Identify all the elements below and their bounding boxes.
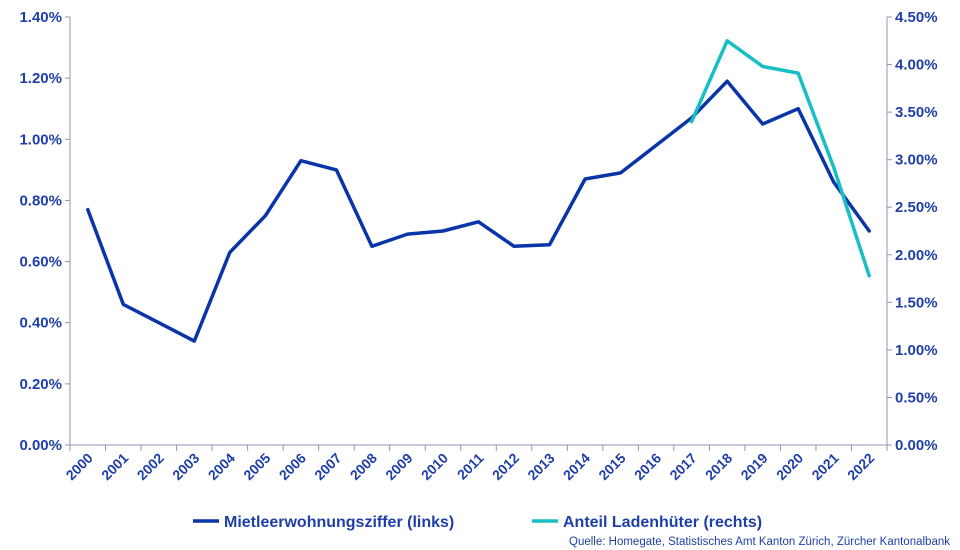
x-tick-label: 2005	[240, 450, 273, 483]
x-tick-label: 2011	[454, 450, 487, 483]
x-tick-label: 2009	[382, 450, 415, 483]
left-tick-label: 0.60%	[19, 254, 62, 271]
right-tick-label: 0.50%	[895, 389, 938, 406]
left-tick-label: 0.00%	[19, 437, 62, 454]
right-tick-label: 4.50%	[895, 9, 938, 26]
x-tick-label: 2010	[418, 450, 451, 483]
right-tick-label: 2.00%	[895, 247, 938, 264]
x-tick-label: 2014	[560, 450, 593, 483]
x-tick-label: 2022	[844, 450, 877, 483]
x-tick-label: 2000	[63, 450, 96, 483]
left-tick-label: 0.20%	[19, 376, 62, 393]
x-tick-label: 2016	[631, 450, 664, 483]
series-line-1	[689, 39, 871, 278]
source-note: Quelle: Homegate, Statistisches Amt Kant…	[569, 536, 950, 548]
left-tick-label: 1.40%	[19, 9, 62, 26]
x-tick-label: 2018	[702, 450, 735, 483]
right-tick-label: 0.00%	[895, 437, 938, 454]
x-axis-ticks: 2000 2001 2002 2003 2004 2005 2006 2007 2008 2009…	[63, 445, 888, 483]
left-tick-label: 1.00%	[19, 131, 62, 148]
x-tick-label: 2007	[311, 450, 344, 483]
x-tick-label: 2006	[276, 450, 309, 483]
x-tick-label: 2013	[524, 450, 557, 483]
x-tick-label: 2020	[773, 450, 806, 483]
legend: Mietleerwohnungsziffer (links) Anteil La…	[193, 514, 762, 531]
x-tick-label: 2002	[134, 450, 167, 483]
right-tick-label: 1.50%	[895, 294, 938, 311]
left-tick-label: 1.20%	[19, 70, 62, 87]
left-tick-label: 0.40%	[19, 315, 62, 332]
legend-item-series-1: Anteil Ladenhüter (rechts)	[532, 514, 762, 531]
series-line-0	[86, 79, 871, 343]
right-tick-label: 3.50%	[895, 104, 938, 121]
x-tick-label: 2004	[205, 450, 238, 483]
x-tick-label: 2017	[666, 450, 699, 483]
left-tick-label: 0.80%	[19, 192, 62, 209]
x-tick-label: 2015	[595, 450, 628, 483]
right-tick-label: 3.00%	[895, 152, 938, 169]
x-tick-label: 2003	[169, 450, 202, 483]
right-tick-label: 1.00%	[895, 342, 938, 359]
left-axis-ticks: 0.00% 0.20% 0.40% 0.60% 0.80% 1.00% 1.20% 1.40%	[19, 9, 70, 454]
right-axis-ticks: 0.00% 0.50% 1.00% 1.50% 2.00% 2.50% 3.00% 3.50%…	[887, 9, 938, 454]
right-tick-label: 4.00%	[895, 57, 938, 74]
series-lines	[86, 39, 871, 343]
legend-label-series-1: Anteil Ladenhüter (rechts)	[563, 514, 762, 531]
x-tick-label: 2001	[98, 450, 131, 483]
x-tick-label: 2012	[489, 450, 522, 483]
right-tick-label: 2.50%	[895, 199, 938, 216]
axes	[69, 17, 888, 446]
x-tick-label: 2019	[737, 450, 770, 483]
legend-item-series-0: Mietleerwohnungsziffer (links)	[193, 514, 454, 531]
x-tick-label: 2021	[808, 450, 841, 483]
legend-label-series-0: Mietleerwohnungsziffer (links)	[224, 514, 454, 531]
x-tick-label: 2008	[347, 450, 380, 483]
